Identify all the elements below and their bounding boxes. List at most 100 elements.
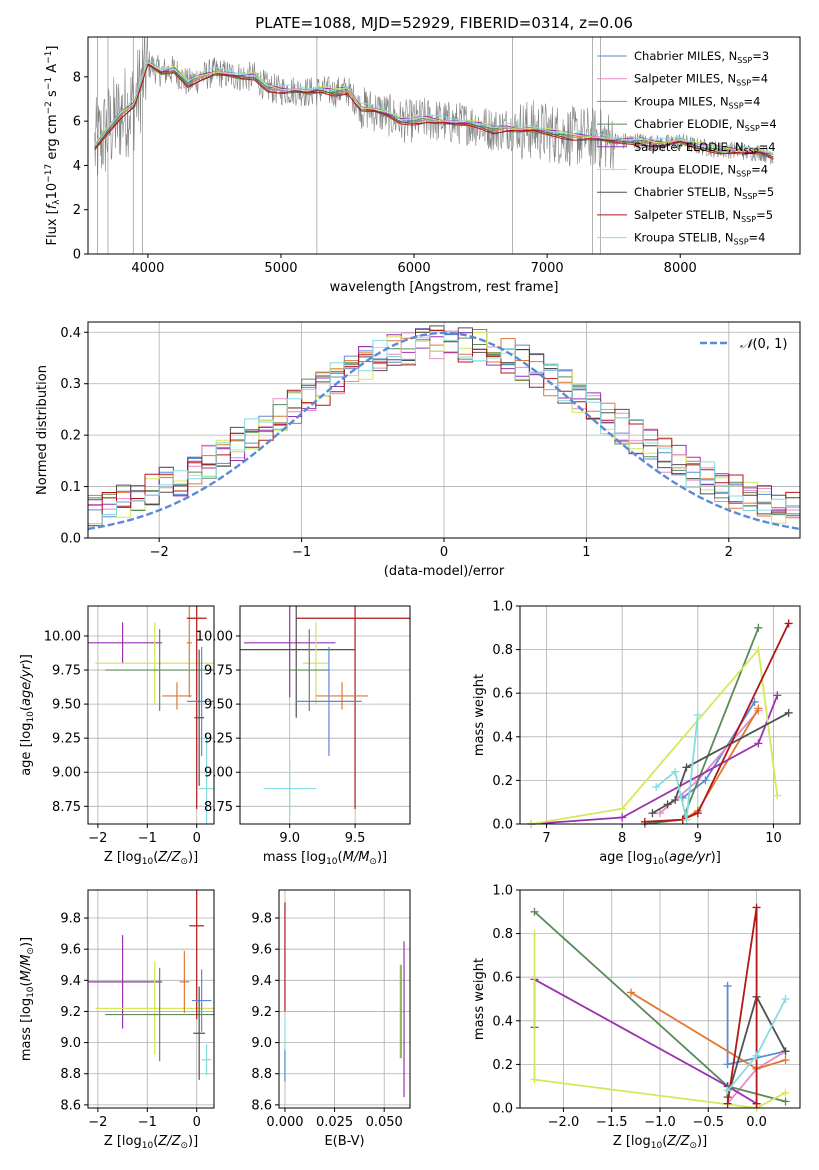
y-tick-label: 0.0	[60, 532, 81, 547]
x-axis-label: Z [log10(Z/Z⊙)]	[613, 1134, 707, 1151]
weight-marker	[648, 809, 657, 818]
error-bar-point	[186, 606, 207, 810]
mass-vs-z-plot: −2 −1 0 8.6 8.8 9.0 9.2 9.4 9.6 9.8 Z [log10(Z/Z⊙)…	[19, 889, 215, 1151]
model-spectrum-line	[94, 63, 774, 160]
axes-frame	[239, 605, 411, 825]
x-tick-label: 0.0	[746, 1115, 767, 1130]
plot-area	[94, 37, 774, 254]
weight-series	[723, 903, 761, 1108]
x-axis-label: Z [log10(Z/Z⊙)]	[104, 850, 198, 867]
axes-frame	[87, 321, 801, 539]
y-tick-label: 8.75	[204, 800, 233, 815]
axes-frame	[87, 889, 215, 1109]
error-bar-point	[240, 606, 356, 718]
error-bar-point	[95, 961, 214, 1056]
x-axis-label: age [log10(age/yr)]	[599, 850, 721, 867]
weight-marker	[723, 1086, 732, 1095]
y-axis-label: mass [log10(M/M⊙)]	[19, 937, 36, 1061]
weight-marker	[652, 782, 661, 791]
error-bar-point	[162, 682, 192, 710]
weight-line	[533, 933, 786, 1109]
y-tick-label: 9.6	[251, 943, 272, 958]
weight-marker	[723, 1060, 732, 1069]
legend-label: Chabrier STELIB, NSSP=5	[634, 185, 774, 201]
plot-area	[284, 902, 405, 1098]
weight-series	[648, 708, 793, 818]
y-tick-label: 9.2	[251, 1005, 272, 1020]
legend-label: Kroupa ELODIE, NSSP=4	[634, 163, 768, 179]
y-tick-label: 10.00	[196, 629, 233, 644]
y-tick-label: 9.2	[60, 1005, 81, 1020]
x-tick-label: 1	[582, 545, 590, 560]
grid	[240, 606, 410, 824]
weight-marker	[781, 1047, 790, 1056]
x-tick-label: 0.050	[366, 1115, 403, 1130]
x-tick-label: 7	[542, 831, 550, 846]
error-bar-point	[284, 1050, 286, 1082]
weight-marker	[671, 767, 680, 776]
x-tick-label: 9.5	[345, 831, 366, 846]
x-tick-label: −1	[138, 1115, 157, 1130]
y-tick-label: 9.25	[52, 732, 81, 747]
weight-marker	[530, 1075, 539, 1084]
y-tick-label: 9.25	[204, 732, 233, 747]
weight-marker	[754, 645, 763, 654]
x-tick-label: 2	[725, 545, 733, 560]
age-vs-mass-plot: 9.0 9.5 8.75 9.00 9.25 9.50 9.75 10.00 mass [log…	[196, 605, 411, 867]
y-tick-label: 9.4	[251, 974, 272, 989]
weight-line	[655, 714, 699, 820]
x-tick-label: 9	[694, 831, 702, 846]
error-bar-point	[302, 622, 329, 705]
x-tick-label: −1.0	[644, 1115, 676, 1130]
residual-histogram	[88, 331, 800, 525]
y-tick-label: 1.0	[492, 884, 513, 899]
age-vs-z-plot: −2 −1 0 8.75 9.00 9.25 9.50 9.75 10.00 Z [log10(Z…	[19, 605, 215, 867]
y-tick-label: 2	[73, 203, 81, 218]
legend: Chabrier MILES, NSSP=3 Salpeter MILES, NS…	[597, 49, 777, 247]
plot-area	[530, 903, 790, 1112]
weight-marker	[752, 903, 761, 912]
weight-marker	[754, 739, 763, 748]
x-tick-label: −2	[88, 831, 107, 846]
x-tick-label: 0.000	[266, 1115, 303, 1130]
weight-line	[644, 627, 760, 825]
y-tick-label: 0.4	[492, 730, 513, 745]
y-axis-label: Normed distribution	[35, 365, 50, 495]
weight-marker	[781, 1088, 790, 1097]
x-axis-label: Z [log10(Z/Z⊙)]	[104, 1134, 198, 1151]
error-bar-point	[88, 622, 163, 664]
x-axis-label: E(B-V)	[324, 1134, 364, 1149]
error-bar-point	[179, 950, 190, 1014]
weight-marker	[656, 809, 664, 818]
weight-line	[531, 647, 779, 825]
weight-series	[652, 711, 702, 824]
error-bar-point	[88, 935, 163, 1029]
y-tick-label: 0.2	[492, 774, 513, 789]
y-tick-label: 9.00	[52, 766, 81, 781]
weight-marker	[781, 1097, 790, 1106]
y-tick-label: 8	[73, 70, 81, 85]
weight-marker	[781, 995, 790, 1003]
axes-frame	[519, 889, 801, 1109]
model-spectrum-line	[94, 58, 774, 156]
y-tick-label: 0.6	[492, 687, 513, 702]
weight-marker	[618, 813, 627, 822]
error-bar-point	[193, 986, 206, 1080]
x-tick-label: 4000	[131, 261, 164, 276]
y-tick-label: 1.0	[492, 600, 513, 615]
error-bar-point	[201, 1044, 212, 1076]
y-tick-label: 0	[73, 248, 81, 263]
error-bar-point	[263, 761, 316, 816]
weight-marker	[671, 796, 680, 805]
y-tick-label: 0.3	[60, 377, 81, 392]
weight-line	[531, 695, 779, 825]
error-bar-point	[95, 622, 214, 705]
x-tick-label: 10	[765, 831, 782, 846]
y-tick-label: 9.75	[204, 664, 233, 679]
x-tick-label: 0.025	[316, 1115, 353, 1130]
error-bar-point	[189, 890, 205, 1020]
error-bar-point	[191, 969, 212, 1032]
y-tick-label: 9.8	[60, 912, 81, 927]
axes-frame	[278, 889, 411, 1109]
weight-marker	[682, 815, 691, 824]
